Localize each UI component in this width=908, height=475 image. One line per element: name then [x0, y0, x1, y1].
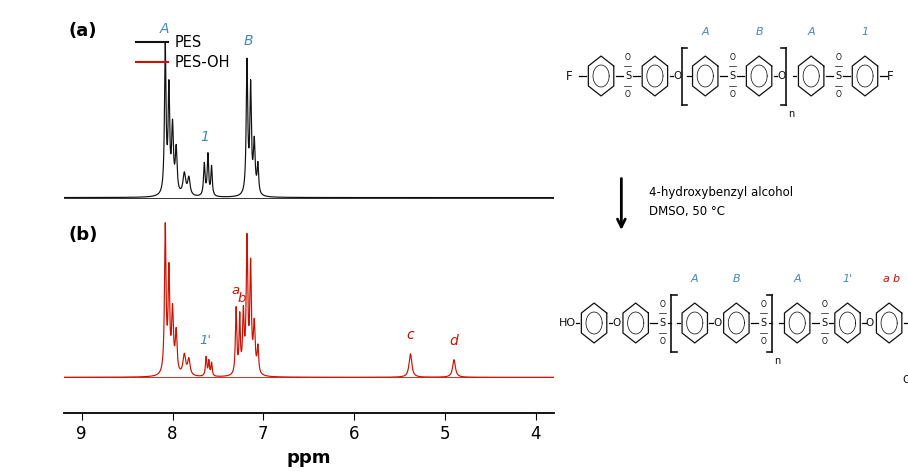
Text: (a): (a) [68, 22, 97, 40]
Text: A: A [794, 274, 801, 284]
Text: b: b [893, 274, 900, 284]
Text: S: S [729, 71, 735, 81]
Legend: PES, PES-OH: PES, PES-OH [130, 29, 236, 76]
Text: A: A [702, 27, 709, 37]
Text: 1: 1 [862, 27, 869, 37]
Text: a: a [232, 285, 239, 297]
Text: F: F [566, 69, 572, 83]
Text: O: O [612, 318, 620, 328]
Text: S: S [625, 71, 631, 81]
Text: B: B [755, 27, 763, 37]
Text: 1': 1' [843, 274, 853, 284]
Text: DMSO, 50 °C: DMSO, 50 °C [649, 205, 725, 218]
Text: B: B [733, 274, 740, 284]
Text: 1': 1' [199, 334, 212, 347]
Text: F: F [887, 69, 893, 83]
Text: O: O [760, 337, 766, 345]
Text: O: O [835, 54, 841, 62]
Text: O: O [865, 318, 874, 328]
Text: 4-hydroxybenzyl alcohol: 4-hydroxybenzyl alcohol [649, 186, 794, 200]
Text: O: O [659, 301, 666, 309]
Text: O: O [835, 90, 841, 98]
Text: O: O [659, 337, 666, 345]
Text: A: A [807, 27, 815, 37]
Text: O: O [673, 71, 681, 81]
Text: 1: 1 [200, 130, 209, 144]
Text: A: A [160, 22, 169, 36]
Text: S: S [760, 318, 766, 328]
Text: (b): (b) [68, 226, 98, 244]
Text: d: d [449, 334, 459, 349]
Text: a: a [883, 274, 889, 284]
Text: n: n [788, 109, 794, 119]
Text: O: O [625, 54, 631, 62]
Text: b: b [237, 292, 246, 305]
Text: O: O [760, 301, 766, 309]
Text: O: O [713, 318, 721, 328]
Text: O: O [821, 337, 827, 345]
X-axis label: ppm: ppm [286, 448, 331, 466]
Text: O: O [729, 90, 735, 98]
Text: n: n [774, 356, 780, 366]
Text: O: O [821, 301, 827, 309]
Text: c: c [407, 328, 414, 342]
Text: S: S [659, 318, 666, 328]
Text: HO: HO [558, 318, 576, 328]
Text: S: S [835, 71, 841, 81]
Text: OH: OH [902, 375, 908, 385]
Text: O: O [777, 71, 785, 81]
Text: O: O [729, 54, 735, 62]
Text: B: B [244, 34, 253, 48]
Text: O: O [625, 90, 631, 98]
Text: A: A [691, 274, 698, 284]
Text: S: S [821, 318, 827, 328]
